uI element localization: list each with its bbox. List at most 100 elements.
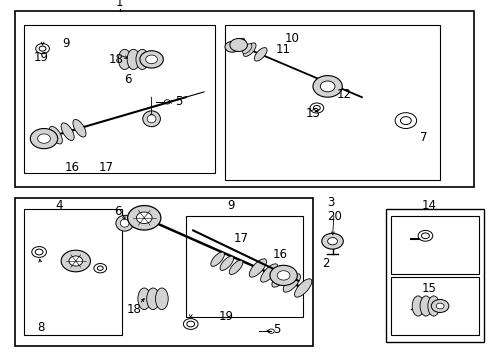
Ellipse shape (49, 126, 62, 144)
Circle shape (61, 250, 90, 272)
Ellipse shape (38, 130, 50, 147)
Circle shape (145, 55, 157, 64)
Ellipse shape (61, 123, 74, 140)
Ellipse shape (427, 296, 439, 316)
Circle shape (224, 41, 239, 52)
Text: 5: 5 (272, 323, 280, 336)
Circle shape (435, 303, 443, 309)
Circle shape (277, 271, 289, 280)
Circle shape (183, 319, 198, 329)
Circle shape (313, 105, 320, 111)
Circle shape (268, 329, 274, 333)
Bar (15, 11, 473, 187)
Bar (390, 216, 478, 274)
Ellipse shape (136, 49, 148, 69)
Ellipse shape (142, 111, 160, 127)
Bar (15, 198, 312, 346)
Circle shape (417, 230, 432, 241)
Text: 17: 17 (99, 161, 114, 174)
Circle shape (139, 223, 144, 227)
Text: 14: 14 (421, 199, 436, 212)
Text: 19: 19 (219, 310, 233, 323)
Bar (224, 25, 439, 180)
Text: 10: 10 (285, 32, 299, 45)
Circle shape (97, 266, 103, 270)
Bar (24, 209, 122, 335)
Ellipse shape (271, 269, 288, 287)
Ellipse shape (147, 115, 156, 123)
Ellipse shape (220, 256, 233, 270)
Text: 8: 8 (37, 321, 44, 334)
Text: 16: 16 (272, 248, 287, 261)
Ellipse shape (138, 288, 150, 310)
Circle shape (164, 100, 170, 104)
Ellipse shape (120, 219, 129, 227)
Circle shape (137, 221, 146, 229)
Text: 15: 15 (421, 282, 436, 295)
Bar (386, 209, 483, 342)
Circle shape (127, 206, 161, 230)
Circle shape (309, 103, 323, 113)
Text: 17: 17 (233, 232, 248, 245)
Text: 16: 16 (65, 161, 80, 174)
Ellipse shape (232, 38, 244, 52)
Bar (185, 216, 303, 317)
Circle shape (136, 212, 152, 224)
Text: 19: 19 (34, 51, 49, 64)
Circle shape (38, 134, 50, 143)
Ellipse shape (283, 274, 300, 292)
Text: 18: 18 (127, 303, 142, 316)
Text: 3: 3 (326, 196, 334, 209)
Text: 1: 1 (116, 0, 123, 9)
Ellipse shape (146, 288, 159, 310)
Ellipse shape (260, 264, 277, 282)
Ellipse shape (419, 296, 431, 316)
Circle shape (39, 46, 46, 51)
Text: 9: 9 (62, 37, 70, 50)
Circle shape (269, 265, 297, 285)
Ellipse shape (116, 215, 133, 231)
Text: 2: 2 (321, 257, 328, 270)
Circle shape (327, 238, 337, 245)
Text: 13: 13 (305, 107, 320, 120)
Ellipse shape (294, 279, 311, 297)
Ellipse shape (210, 252, 224, 266)
Ellipse shape (118, 49, 131, 69)
Ellipse shape (127, 49, 140, 69)
Circle shape (430, 300, 448, 312)
Text: 6: 6 (114, 205, 121, 218)
Circle shape (35, 249, 43, 255)
Ellipse shape (254, 48, 266, 61)
Circle shape (186, 321, 194, 327)
Circle shape (421, 233, 428, 239)
Circle shape (321, 233, 343, 249)
Text: 20: 20 (327, 210, 342, 222)
Ellipse shape (242, 44, 251, 54)
Circle shape (229, 39, 247, 51)
Circle shape (94, 264, 106, 273)
Text: 5: 5 (175, 95, 182, 108)
Bar (24, 25, 215, 173)
Circle shape (69, 256, 82, 266)
Text: 7: 7 (419, 131, 426, 144)
Text: 18: 18 (109, 53, 123, 66)
Ellipse shape (155, 288, 168, 310)
Ellipse shape (233, 40, 243, 50)
Bar (390, 277, 478, 335)
Text: 12: 12 (336, 88, 351, 101)
Text: 9: 9 (227, 199, 235, 212)
Circle shape (394, 113, 416, 129)
Ellipse shape (249, 259, 266, 277)
Circle shape (36, 44, 49, 54)
Circle shape (140, 51, 163, 68)
Text: 4: 4 (55, 199, 62, 212)
Ellipse shape (411, 296, 423, 316)
Circle shape (30, 129, 58, 149)
Text: 6: 6 (123, 73, 131, 86)
Circle shape (320, 81, 334, 92)
Circle shape (312, 76, 342, 97)
Ellipse shape (243, 43, 256, 57)
Ellipse shape (73, 120, 86, 137)
Circle shape (32, 247, 46, 257)
Ellipse shape (229, 260, 243, 274)
